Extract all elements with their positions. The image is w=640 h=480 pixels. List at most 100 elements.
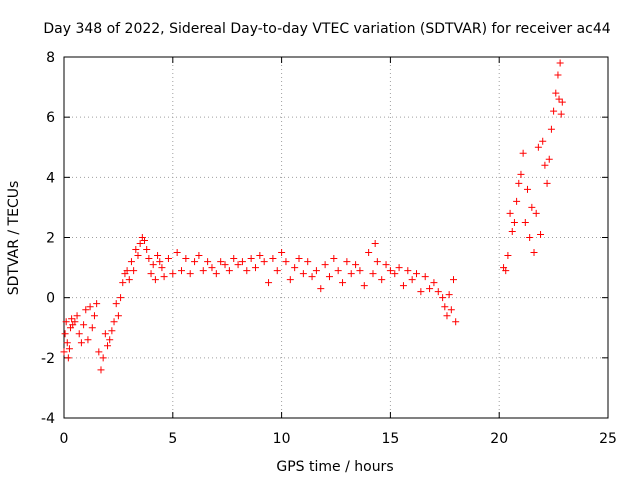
- data-point: [308, 273, 316, 281]
- data-point: [60, 348, 68, 356]
- data-point: [534, 143, 542, 151]
- data-point: [373, 258, 381, 266]
- data-point: [75, 330, 83, 338]
- data-point: [160, 273, 168, 281]
- data-point: [556, 59, 564, 67]
- data-point: [217, 258, 225, 266]
- x-tick-label: 0: [60, 431, 69, 447]
- data-point: [151, 276, 159, 284]
- data-point: [321, 261, 329, 269]
- axis-ticks: [63, 56, 609, 419]
- data-point: [386, 267, 394, 275]
- data-point: [295, 255, 303, 263]
- data-point: [221, 261, 229, 269]
- data-point: [125, 276, 133, 284]
- data-point: [99, 354, 107, 362]
- data-point: [343, 258, 351, 266]
- data-point: [63, 339, 71, 347]
- data-point: [513, 197, 521, 205]
- data-point: [404, 267, 412, 275]
- data-point: [547, 125, 555, 133]
- y-tick-labels: -4 -2 0 2 4 6 8: [41, 50, 55, 427]
- data-point: [208, 264, 216, 272]
- data-point: [555, 95, 563, 103]
- x-tick-labels: 0 5 10 15 20 25: [60, 431, 617, 447]
- y-tick-label: 4: [46, 170, 55, 186]
- data-point: [312, 267, 320, 275]
- data-point: [132, 246, 140, 254]
- data-point: [238, 258, 246, 266]
- data-point: [399, 282, 407, 290]
- data-point: [430, 279, 438, 287]
- data-point: [408, 276, 416, 284]
- x-tick-label: 5: [168, 431, 177, 447]
- data-point: [421, 273, 429, 281]
- data-point: [515, 179, 523, 187]
- data-point: [141, 237, 149, 245]
- data-point: [521, 218, 529, 226]
- data-point: [532, 209, 540, 217]
- data-point: [195, 252, 203, 260]
- data-point: [417, 288, 425, 296]
- data-point: [291, 264, 299, 272]
- data-point: [413, 270, 421, 278]
- x-axis-label: GPS time / hours: [276, 459, 393, 475]
- data-point: [347, 270, 355, 278]
- y-tick-label: 2: [46, 231, 55, 247]
- data-point: [88, 324, 96, 332]
- data-point: [145, 255, 153, 263]
- data-point: [265, 279, 273, 287]
- data-point: [119, 279, 127, 287]
- y-axis-label: SDTVAR / TECUs: [6, 181, 22, 296]
- data-point: [86, 303, 94, 311]
- data-point: [426, 285, 434, 293]
- data-point: [130, 267, 138, 275]
- data-point: [230, 255, 238, 263]
- data-point: [360, 282, 368, 290]
- data-point: [212, 270, 220, 278]
- y-tick-label: 6: [46, 110, 55, 126]
- data-point: [123, 267, 131, 275]
- data-point: [543, 179, 551, 187]
- data-point: [80, 321, 88, 329]
- data-point: [136, 240, 144, 248]
- x-tick-label: 10: [273, 431, 291, 447]
- data-point: [251, 264, 259, 272]
- data-point: [450, 276, 458, 284]
- data-point: [286, 276, 294, 284]
- data-point: [539, 137, 547, 145]
- data-point: [299, 270, 307, 278]
- data-point: [273, 267, 281, 275]
- data-point: [143, 246, 151, 254]
- data-point: [114, 312, 122, 320]
- data-point: [61, 330, 69, 338]
- data-point: [508, 227, 516, 235]
- data-point: [557, 110, 565, 118]
- data-point: [334, 267, 342, 275]
- data-point: [371, 240, 379, 248]
- data-point: [269, 255, 277, 263]
- data-point: [77, 339, 85, 347]
- data-point: [110, 318, 118, 326]
- y-tick-label: -2: [41, 351, 55, 367]
- chart-title: Day 348 of 2022, Sidereal Day-to-day VTE…: [43, 21, 610, 37]
- data-point: [439, 294, 447, 302]
- x-tick-label: 20: [490, 431, 508, 447]
- data-point: [552, 89, 560, 97]
- data-point: [530, 249, 538, 257]
- data-point: [391, 270, 399, 278]
- data-point: [352, 261, 360, 269]
- data-point: [199, 267, 207, 275]
- data-point: [504, 252, 512, 260]
- data-point: [127, 258, 135, 266]
- data-point: [382, 261, 390, 269]
- data-point: [147, 270, 155, 278]
- data-point: [117, 294, 125, 302]
- data-point: [441, 303, 449, 311]
- data-point: [164, 255, 172, 263]
- data-point: [325, 273, 333, 281]
- data-point: [169, 270, 177, 278]
- data-point: [545, 155, 553, 163]
- x-tick-label: 25: [599, 431, 617, 447]
